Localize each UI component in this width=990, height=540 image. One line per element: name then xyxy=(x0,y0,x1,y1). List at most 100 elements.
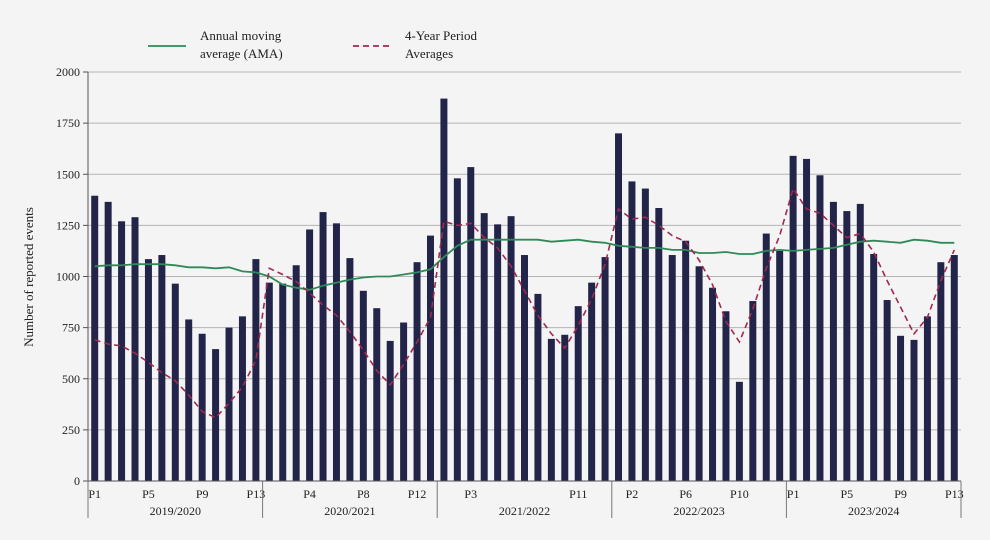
bar xyxy=(709,287,717,481)
period-tick-label: P9 xyxy=(894,487,907,501)
bar xyxy=(856,203,864,481)
bar xyxy=(453,178,461,481)
bar xyxy=(561,334,569,481)
bar xyxy=(346,258,354,481)
bars xyxy=(91,98,958,482)
period-tick-label: P2 xyxy=(626,487,639,501)
bar xyxy=(306,229,314,481)
bar xyxy=(494,224,502,482)
bar xyxy=(252,259,260,481)
bar xyxy=(158,255,166,481)
year-label: 2023/2024 xyxy=(848,504,899,518)
bar xyxy=(426,235,434,481)
bar xyxy=(225,327,233,481)
y-tick-label: 250 xyxy=(62,423,80,437)
bar xyxy=(480,213,488,482)
period-tick-label: P9 xyxy=(196,487,209,501)
period-tick-label: P4 xyxy=(303,487,316,501)
bar xyxy=(682,240,690,481)
bar xyxy=(212,349,220,481)
bar xyxy=(923,316,931,481)
bar xyxy=(883,300,891,481)
bar xyxy=(843,211,851,481)
bar xyxy=(776,250,784,481)
bar xyxy=(332,223,340,481)
period-tick-label: P1 xyxy=(787,487,800,501)
bar xyxy=(91,195,99,481)
bar xyxy=(749,301,757,481)
period-tick-label: P13 xyxy=(247,487,266,501)
axes: 0 250 500 750 1000 1250 1500 1750 2000 2019/2020 P… xyxy=(56,65,964,518)
period-tick-label: P10 xyxy=(730,487,749,501)
bar xyxy=(319,212,327,481)
bar xyxy=(131,217,139,481)
bar xyxy=(722,311,730,481)
y-axis-label: Number of reported events xyxy=(21,207,36,347)
ama-line xyxy=(94,238,955,291)
year-label: 2021/2022 xyxy=(499,504,550,518)
year-label: 2019/2020 xyxy=(150,504,201,518)
bar xyxy=(413,262,421,481)
year-label: 2020/2021 xyxy=(324,504,375,518)
bar xyxy=(937,262,945,481)
period-tick-label: P3 xyxy=(464,487,477,501)
bar xyxy=(816,175,824,481)
bar xyxy=(467,167,475,481)
bar xyxy=(655,207,663,481)
bar xyxy=(789,155,797,481)
y-tick-label: 1250 xyxy=(56,218,80,232)
period-tick-label: P12 xyxy=(408,487,427,501)
year-label: 2022/2023 xyxy=(673,504,724,518)
bar xyxy=(574,306,582,481)
bar xyxy=(762,233,770,481)
bar xyxy=(104,201,112,482)
legend-label: Annual moving xyxy=(200,28,282,43)
bar xyxy=(521,255,528,481)
bar xyxy=(695,266,703,481)
bar xyxy=(870,254,878,481)
bar xyxy=(279,283,287,481)
bar xyxy=(588,282,596,481)
bar xyxy=(950,255,958,481)
bar xyxy=(668,255,676,481)
bar xyxy=(897,335,905,481)
y-tick-label: 1000 xyxy=(56,270,80,284)
period-tick-label: P11 xyxy=(569,487,587,501)
legend: Annual moving average (AMA) 4-Year Period A… xyxy=(148,28,477,61)
bar xyxy=(735,381,743,481)
y-tick-label: 1750 xyxy=(56,116,80,130)
bar xyxy=(615,133,623,481)
bar xyxy=(118,221,126,481)
legend-label: Averages xyxy=(405,46,453,61)
period-tick-label: P13 xyxy=(945,487,964,501)
bar xyxy=(628,181,636,481)
legend-label: average (AMA) xyxy=(200,46,283,61)
bar xyxy=(534,293,542,481)
y-tick-label: 2000 xyxy=(56,65,80,79)
bar xyxy=(198,333,206,481)
bar xyxy=(641,188,649,481)
period-tick-label: P8 xyxy=(357,487,370,501)
bar xyxy=(507,216,515,482)
period-tick-label: P5 xyxy=(840,487,853,501)
bar xyxy=(829,201,837,482)
period-tick-label: P5 xyxy=(142,487,155,501)
y-tick-label: 0 xyxy=(74,474,80,488)
lines xyxy=(94,186,956,419)
bar xyxy=(373,308,381,481)
bar xyxy=(238,316,246,481)
bar xyxy=(803,158,811,481)
period-average-line xyxy=(94,186,956,419)
bar xyxy=(601,257,609,481)
bar xyxy=(910,339,918,481)
bar xyxy=(386,340,394,481)
bar xyxy=(440,98,448,482)
bar xyxy=(144,259,152,481)
bar xyxy=(547,338,555,481)
y-tick-label: 750 xyxy=(62,321,80,335)
bar xyxy=(292,265,300,481)
bar xyxy=(171,283,179,481)
bar xyxy=(400,322,408,481)
legend-label: 4-Year Period xyxy=(405,28,477,43)
